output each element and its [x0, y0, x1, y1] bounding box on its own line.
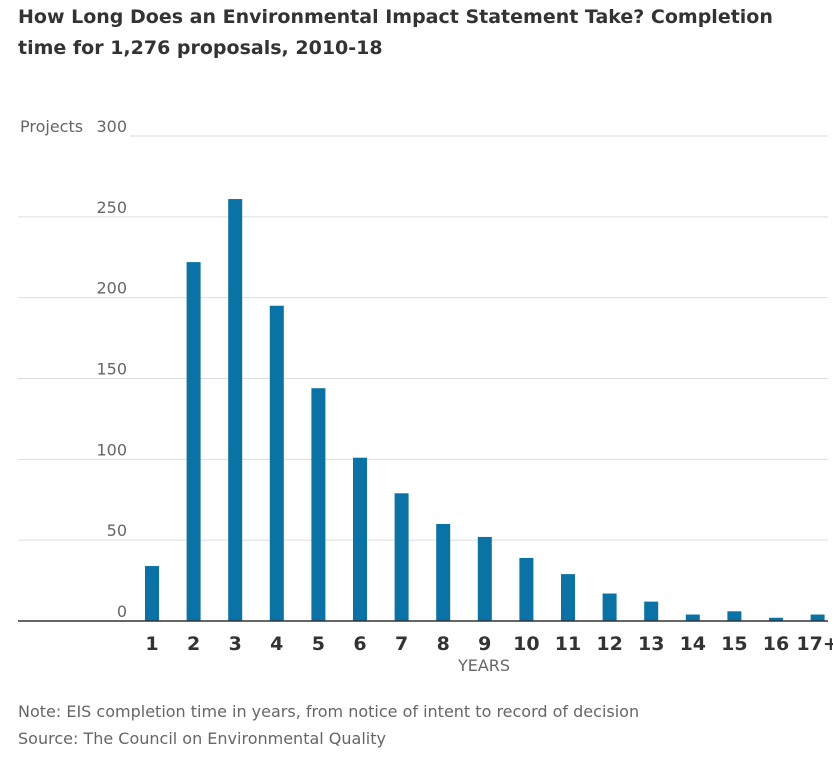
chart-note: Note: EIS completion time in years, from…	[18, 702, 639, 721]
bar	[686, 615, 700, 621]
x-tick-label: 6	[353, 633, 366, 655]
x-axis-ticks: 1234567891011121314151617+	[145, 633, 833, 655]
x-tick-label: 12	[596, 633, 622, 655]
x-tick-label: 13	[638, 633, 664, 655]
bar	[478, 537, 492, 621]
bar	[603, 594, 617, 621]
bar-chart: 050100150200250300Projects 1234567891011…	[0, 0, 833, 690]
x-tick-label: 1	[145, 633, 158, 655]
y-tick-label: 250	[96, 198, 127, 217]
bar	[270, 306, 284, 621]
bar	[644, 602, 658, 621]
bar	[145, 566, 159, 621]
bar	[228, 199, 242, 621]
x-tick-label: 4	[270, 633, 283, 655]
x-tick-label: 11	[555, 633, 581, 655]
bar	[727, 611, 741, 621]
x-tick-label: 17+	[796, 633, 833, 655]
y-tick-label: 200	[96, 279, 127, 298]
x-tick-label: 10	[513, 633, 539, 655]
x-tick-label: 5	[312, 633, 325, 655]
y-tick-label: 0	[117, 602, 127, 621]
y-tick-label: 100	[96, 440, 127, 459]
y-axis-label: Projects	[20, 117, 83, 136]
bars	[145, 199, 825, 621]
bar	[311, 388, 325, 621]
bar	[561, 574, 575, 621]
y-tick-label: 50	[107, 521, 127, 540]
bar	[353, 458, 367, 621]
x-tick-label: 8	[437, 633, 450, 655]
bar	[436, 524, 450, 621]
bar	[187, 262, 201, 621]
x-tick-label: 16	[763, 633, 789, 655]
x-tick-label: 15	[721, 633, 747, 655]
bar	[395, 493, 409, 621]
chart-source: Source: The Council on Environmental Qua…	[18, 729, 386, 748]
y-tick-label: 150	[96, 360, 127, 379]
x-tick-label: 2	[187, 633, 200, 655]
bar	[519, 558, 533, 621]
x-axis-label: YEARS	[457, 656, 510, 675]
x-tick-label: 9	[478, 633, 491, 655]
x-tick-label: 14	[680, 633, 706, 655]
x-tick-label: 3	[229, 633, 242, 655]
y-axis-ticks: 0 50 100 150 200 250 300 Projects	[20, 117, 127, 621]
y-tick-label: 300	[96, 117, 127, 136]
x-tick-label: 7	[395, 633, 408, 655]
gridlines	[18, 136, 828, 540]
bar	[811, 615, 825, 621]
